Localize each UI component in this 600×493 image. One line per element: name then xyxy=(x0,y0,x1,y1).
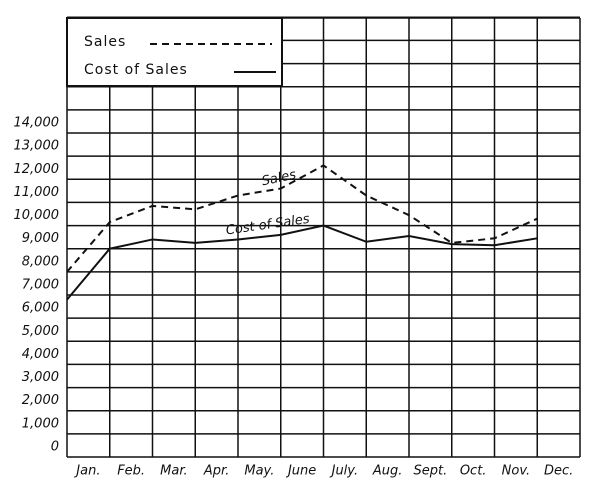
x-tick-label: Jan. xyxy=(73,464,100,479)
x-tick-label: Oct. xyxy=(460,464,487,479)
legend-box xyxy=(66,17,283,87)
series-line xyxy=(66,224,538,301)
y-tick-label: 3,000 xyxy=(22,370,59,385)
x-tick-label: July. xyxy=(329,464,359,479)
y-tick-label: 5,000 xyxy=(22,324,59,339)
x-tick-label: Feb. xyxy=(117,464,145,479)
y-tick-label: 10,000 xyxy=(14,208,60,223)
y-tick-label: 9,000 xyxy=(22,231,59,246)
legend-label: Sales xyxy=(84,34,126,50)
x-tick-label: Dec. xyxy=(544,464,573,479)
x-tick-label: June xyxy=(285,464,316,479)
x-tick-label: Aug. xyxy=(372,464,403,479)
y-tick-label: 12,000 xyxy=(14,162,60,177)
annotation: Sales xyxy=(260,167,297,189)
legend: Sales Cost of Sales xyxy=(66,17,283,87)
x-tick-label: Apr. xyxy=(203,464,229,479)
y-tick-label: 1,000 xyxy=(22,416,59,431)
y-tick-label: 0 xyxy=(51,440,59,455)
series-line xyxy=(66,164,538,273)
legend-label: Cost of Sales xyxy=(84,62,188,78)
x-tick-label: Nov. xyxy=(502,464,530,479)
x-tick-label: May. xyxy=(244,464,274,479)
y-tick-label: 4,000 xyxy=(22,347,59,362)
y-tick-label: 6,000 xyxy=(22,301,59,316)
y-tick-label: 7,000 xyxy=(22,278,59,293)
x-tick-label: Sept. xyxy=(414,464,448,479)
y-tick-label: 13,000 xyxy=(14,139,60,154)
y-tick-label: 11,000 xyxy=(14,185,60,200)
y-tick-label: 14,000 xyxy=(14,116,60,131)
y-tick-label: 2,000 xyxy=(22,393,59,408)
y-tick-label: 8,000 xyxy=(22,254,59,269)
x-tick-label: Mar. xyxy=(160,464,187,479)
